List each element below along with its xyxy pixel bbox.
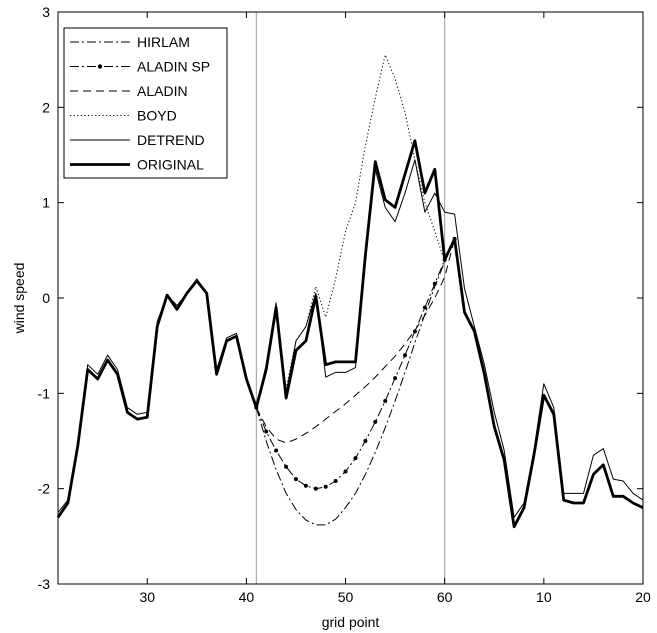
y-tick-label: -3 [38,576,51,592]
legend-box [63,27,228,179]
x-axis-label: grid point [322,614,380,630]
series-boyd [255,54,456,408]
series-line [255,238,456,444]
y-tick-label: 2 [42,99,50,115]
series-line [56,139,644,529]
legend-label: BOYD [137,108,177,124]
x-axis: 30 40 50 60 10 20 [139,12,651,605]
data-point [412,329,417,334]
data-point [284,464,289,469]
data-point [293,477,298,482]
legend-label: ALADIN SP [137,59,210,75]
data-point [432,281,437,286]
y-tick-label: 3 [42,4,50,20]
legend-label: DETREND [137,132,205,148]
series-aladin [255,238,456,444]
legend-label: ORIGINAL [137,157,204,173]
y-tick-label: -2 [38,481,51,497]
data-point [264,429,269,434]
x-tick-label: 20 [635,589,651,605]
x-tick-label: 30 [139,589,155,605]
x-tick-label: 50 [338,589,354,605]
data-point [353,456,358,461]
series-hirlam [255,238,456,526]
data-point [313,486,318,491]
x-tick-label: 10 [536,589,552,605]
legend-label: ALADIN [137,83,188,99]
data-point [373,419,378,424]
series-original [56,139,644,529]
series-line [255,54,456,408]
data-point [343,469,348,474]
data-point [363,439,368,443]
data-point [403,353,408,358]
data-point [333,479,338,484]
data-point [303,483,308,488]
data-point [383,398,388,403]
data-point [323,484,328,489]
y-axis-label: wind speed [11,263,27,335]
y-tick-label: 1 [42,195,50,211]
legend-label: HIRLAM [137,34,190,50]
data-point [422,305,427,310]
y-tick-label: 0 [42,290,50,306]
reference-lines [255,12,446,584]
x-tick-label: 60 [437,589,453,605]
y-tick-label: -1 [38,385,51,401]
legend: HIRLAM ALADIN SP ALADIN BOYD DETREND ORIGINAL [63,27,228,179]
legend-marker [97,64,103,69]
y-axis: -3 -2 -1 0 1 2 3 [38,4,643,592]
series-line [255,238,456,526]
x-tick-label: 40 [239,589,255,605]
data-point [393,376,398,381]
series-layer [56,54,644,529]
data-point [274,448,279,453]
